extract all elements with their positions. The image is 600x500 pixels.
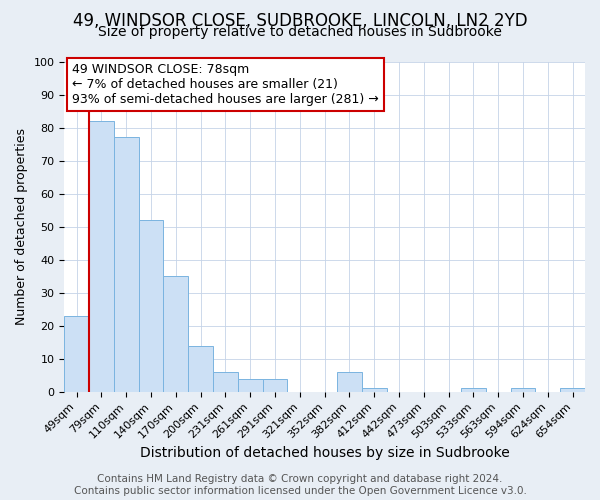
Bar <box>560 388 585 392</box>
Bar <box>337 372 362 392</box>
Bar <box>188 346 213 392</box>
Bar <box>213 372 238 392</box>
X-axis label: Distribution of detached houses by size in Sudbrooke: Distribution of detached houses by size … <box>140 446 509 460</box>
Y-axis label: Number of detached properties: Number of detached properties <box>15 128 28 325</box>
Bar <box>263 378 287 392</box>
Text: Contains HM Land Registry data © Crown copyright and database right 2024.
Contai: Contains HM Land Registry data © Crown c… <box>74 474 526 496</box>
Bar <box>238 378 263 392</box>
Bar <box>461 388 486 392</box>
Bar <box>139 220 163 392</box>
Bar <box>163 276 188 392</box>
Bar <box>511 388 535 392</box>
Bar <box>362 388 386 392</box>
Text: 49 WINDSOR CLOSE: 78sqm
← 7% of detached houses are smaller (21)
93% of semi-det: 49 WINDSOR CLOSE: 78sqm ← 7% of detached… <box>72 63 379 106</box>
Bar <box>64 316 89 392</box>
Bar <box>89 121 114 392</box>
Text: Size of property relative to detached houses in Sudbrooke: Size of property relative to detached ho… <box>98 25 502 39</box>
Bar <box>114 138 139 392</box>
Text: 49, WINDSOR CLOSE, SUDBROOKE, LINCOLN, LN2 2YD: 49, WINDSOR CLOSE, SUDBROOKE, LINCOLN, L… <box>73 12 527 30</box>
